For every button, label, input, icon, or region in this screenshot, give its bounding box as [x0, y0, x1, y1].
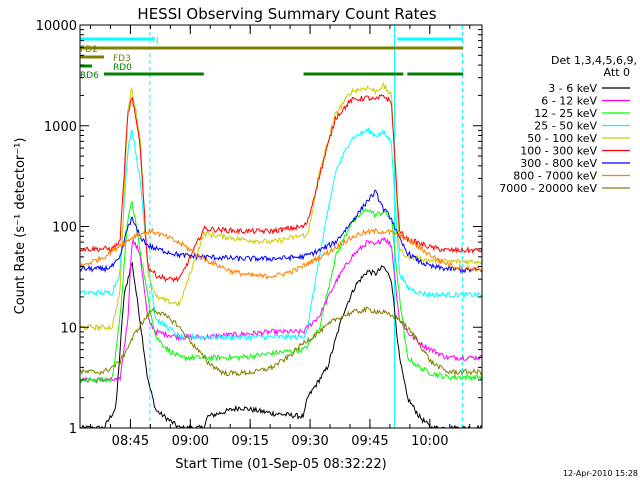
state-label-fd2: FD2: [80, 45, 98, 55]
state-bar-rd6-2: [303, 72, 404, 76]
x-tick-label: 09:45: [351, 434, 388, 449]
legend-header-line-2: Att 0: [604, 66, 630, 79]
legend-label-4: 25 - 50 keV: [534, 120, 597, 133]
state-bar-fd2-1: [80, 46, 464, 50]
state-bar-rd6-3: [407, 72, 464, 76]
legend-label-3: 12 - 25 keV: [534, 107, 597, 120]
series-line-1: [80, 261, 482, 428]
y-tick-label: 10: [60, 321, 77, 336]
state-bar-rd6-1: [103, 72, 204, 76]
x-tick-label: 08:45: [112, 434, 149, 449]
state-bar-n-2: [397, 37, 464, 41]
legend-label-8: 800 - 7000 keV: [513, 170, 597, 183]
state-bar-fd3-1: [80, 55, 104, 59]
x-axis-label: Start Time (01-Sep-05 08:32:22): [175, 457, 386, 472]
legend-label-5: 50 - 100 keV: [527, 132, 597, 145]
legend-label-9: 7000 - 20000 keV: [499, 182, 597, 195]
state-bar-n-1: [80, 37, 154, 41]
state-label-rd6: RD6: [80, 71, 99, 81]
legend-label-7: 300 - 800 keV: [520, 157, 597, 170]
y-tick-label: 10000: [36, 19, 77, 34]
legend-label-6: 100 - 300 keV: [520, 145, 597, 158]
state-label-n: N: [152, 36, 159, 46]
series-line-8: [80, 227, 482, 281]
y-axis-label: Count Rate (s⁻¹ detector⁻¹): [13, 138, 28, 315]
series-line-3: [80, 201, 482, 384]
x-tick-label: 09:30: [291, 434, 328, 449]
state-bar-rd0-1: [80, 64, 92, 68]
state-label-rd0: RD0: [113, 63, 132, 73]
legend-label-2: 6 - 12 keV: [541, 95, 597, 108]
x-tick-label: 09:00: [172, 434, 209, 449]
chart-title: HESSI Observing Summary Count Rates: [137, 5, 436, 23]
x-axis: 08:45 09:00 09:15 09:30 09:45 10:00: [89, 25, 471, 449]
footer-timestamp: 12-Apr-2010 15:28: [563, 469, 638, 478]
legend-header-line-1: Det 1,3,4,5,6,9,: [551, 54, 637, 67]
series-line-7: [80, 189, 482, 275]
y-tick-label: 100: [52, 221, 77, 236]
state-label-fd3: FD3: [113, 54, 131, 64]
y-tick-label: 1000: [44, 120, 77, 135]
x-tick-label: 09:15: [231, 434, 268, 449]
y-axis: 1 10 100 1000 10000: [36, 19, 482, 437]
y-tick-label: 1: [69, 422, 77, 437]
x-tick-label: 10:00: [411, 434, 448, 449]
legend-label-1: 3 - 6 keV: [548, 82, 597, 95]
series-line-6: [80, 93, 482, 283]
series-line-9: [80, 306, 482, 377]
